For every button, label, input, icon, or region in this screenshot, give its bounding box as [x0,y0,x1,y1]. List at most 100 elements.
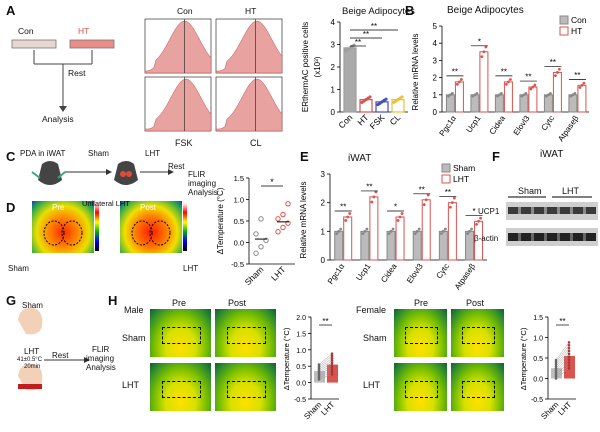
E_bar-legend-swatch [441,163,451,173]
H_male-paired-line [318,360,333,370]
E_bar-dot [346,215,350,219]
y-tick-label: 1.5 [234,174,244,183]
H_female-paired-line [555,362,570,375]
H_male-dot [330,373,334,376]
B_bar-dot [482,50,486,54]
H_female-paired-line [555,359,570,373]
E_bar-dot [389,229,393,233]
mouse-schematic [31,161,174,185]
hist-col-title-con: Con [177,6,193,16]
E_bar-category-label: Cidea [379,262,399,285]
y-tick-label: -0.5 [531,397,543,404]
e-bar-chart: 0 1 2 3 Pgc1α ** Ucp1 ** Cidea * Elovl3 ** Cytc ** Atp… [299,163,487,291]
B_bar-bar [503,81,513,113]
y-tick-label: 0.0 [533,377,543,384]
y-tick-label: 0 [433,108,438,117]
B_bar-category-label: Ucp1 [464,114,482,135]
H_male-paired-line [318,369,333,377]
B_bar-dot [471,94,475,98]
H_male-dot [330,366,334,369]
a-dot [400,95,404,99]
E_bar-bar [343,216,353,261]
thermal-image [150,309,211,357]
B_bar-bar [470,94,480,113]
E_bar-dot [475,222,478,226]
E_bar-dot [439,232,443,236]
c-dot [253,250,259,256]
y-tick-label: 0.5 [296,364,306,371]
B_bar-bar [528,86,538,113]
y-tick-label: 1.0 [533,336,543,343]
a-category-label: Con [336,112,354,130]
E_bar-dot [387,232,391,236]
hist-row-label-cl: CL [250,138,262,148]
c-dot [253,231,259,237]
B_bar-bar [568,94,578,113]
y-tick-label: -0.5 [294,397,306,404]
H_female-dot [554,373,558,376]
B_bar-dot [460,78,463,81]
E_bar-dot [441,229,445,233]
H_female-paired-line [555,356,570,371]
H_female-dot [554,358,558,362]
dish-label-con: Con [18,26,34,36]
E_bar-dot [363,229,367,233]
a-sig-label: ** [363,30,369,39]
c-text-imaging: imaging [188,179,217,188]
B_bar-dot [449,93,452,97]
H_male-sig-label: ** [322,317,328,326]
B_bar-dot [484,45,488,49]
H_male-dot [330,363,334,367]
thermal-image [215,309,276,357]
f-row-ucp1: UCP1 [478,207,500,216]
a-sig-label: ** [371,22,377,31]
y-tick-label: 1 [331,86,336,95]
H_female-dot [567,366,571,370]
H_female-dot [554,369,558,372]
E_bar-category-label: Cytc [434,262,451,280]
B_bar-dot [545,94,548,98]
a-bar-con [343,47,357,113]
E_bar-legend-swatch [441,174,451,184]
c-y-axis-label: ΔTemperature (°C) [216,187,225,254]
y-tick-label: 4 [433,39,438,48]
panel-letter-d: D [6,200,16,215]
E_bar-dot [443,227,447,231]
color-scale-post [183,203,187,251]
c-text-sham: Sham [88,149,109,158]
B_bar-bar [543,94,553,113]
H_male-dot [330,354,334,358]
E_bar-bar [412,230,422,261]
g-text-lht: LHT [24,347,40,356]
E_bar-dot [365,227,369,231]
E_bar-dot [477,219,480,223]
y-tick-label: 3 [321,170,326,179]
histogram-curve [215,20,283,74]
B_bar-bar [494,94,504,113]
B_bar-dot [578,86,582,89]
B_bar-dot [524,92,528,95]
H_female-dot [567,343,571,347]
h-text-male-sham: Sham [122,333,146,343]
E_bar-dot [422,203,426,207]
c-category-label: Sham [243,264,266,287]
color-scale-pre [95,203,99,251]
H_male-paired-line [318,353,333,365]
E_bar-sig-label: * [394,203,397,212]
h-text-female: Female [356,305,387,315]
H_female-dot [554,360,558,364]
H_male-paired-line [318,355,333,367]
b-bar-chart: 0 1 2 3 4 5 Pgc1α ** Ucp1 * Cidea ** Elovl3 ** Cytc ** A… [411,15,589,143]
E_bar-dot [450,201,454,205]
B_bar-dot [475,92,479,95]
f-title: iWAT [540,149,564,160]
g-text-flir: FLIR [92,345,110,354]
H_female-sig-label: ** [559,317,565,326]
d-text-post: Post [140,203,157,212]
E_bar-bar [447,202,457,261]
hist-col-title-ht: HT [245,6,257,16]
H_male-dot [317,363,321,366]
d-text-lht: LHT [183,264,199,273]
B_bar-category-label: Elovl3 [512,114,532,137]
